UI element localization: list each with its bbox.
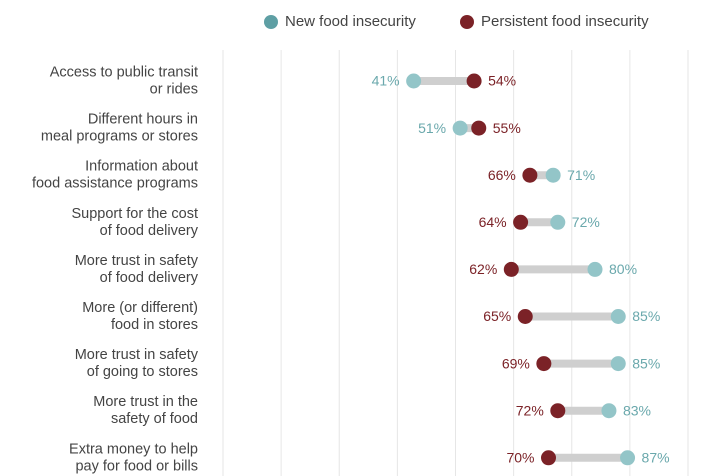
legend-label: Persistent food insecurity	[481, 13, 649, 30]
legend-marker	[460, 15, 474, 29]
category-label: More (or different) food in stores	[82, 300, 198, 333]
point	[587, 261, 603, 277]
point	[466, 73, 482, 89]
category-label: More trust in the safety of food	[93, 394, 198, 427]
value-label: 72%	[572, 214, 600, 230]
point	[536, 356, 552, 372]
point	[452, 120, 468, 136]
value-label: 55%	[493, 120, 521, 136]
value-label: 72%	[516, 402, 544, 418]
point	[545, 167, 561, 183]
category-label: More trust in safety of food delivery	[75, 253, 199, 286]
category-label: Access to public transit or rides	[50, 64, 198, 97]
value-label: 66%	[488, 167, 516, 183]
value-label: 70%	[506, 450, 534, 466]
value-label: 54%	[488, 73, 516, 89]
point	[541, 450, 556, 466]
point	[550, 214, 566, 230]
point	[522, 167, 538, 183]
value-label: 83%	[623, 402, 651, 418]
value-label: 71%	[567, 167, 595, 183]
category-label: Support for the cost of food delivery	[71, 206, 198, 239]
point	[620, 450, 636, 466]
category-label: More trust in safety of going to stores	[75, 347, 199, 380]
value-label: 85%	[632, 355, 660, 371]
category-label: Extra money to help pay for food or bills	[69, 441, 198, 474]
point	[406, 73, 422, 89]
category-label: Different hours in meal programs or store…	[41, 111, 198, 144]
point	[610, 309, 626, 324]
point	[601, 403, 617, 419]
category-label: Information about food assistance program…	[32, 159, 198, 192]
point	[517, 309, 533, 324]
legend-label: New food insecurity	[285, 13, 416, 30]
legend-marker	[264, 15, 278, 29]
point	[471, 120, 487, 136]
value-label: 65%	[483, 308, 511, 324]
value-label: 80%	[609, 261, 637, 277]
value-label: 87%	[642, 450, 670, 466]
value-label: 62%	[469, 261, 497, 277]
value-label: 85%	[632, 308, 660, 324]
point	[550, 403, 566, 419]
value-label: 51%	[418, 120, 446, 136]
value-label: 64%	[479, 214, 507, 230]
value-label: 41%	[372, 73, 400, 89]
point	[610, 356, 626, 372]
point	[503, 261, 519, 277]
value-label: 69%	[502, 355, 530, 371]
point	[513, 214, 529, 230]
